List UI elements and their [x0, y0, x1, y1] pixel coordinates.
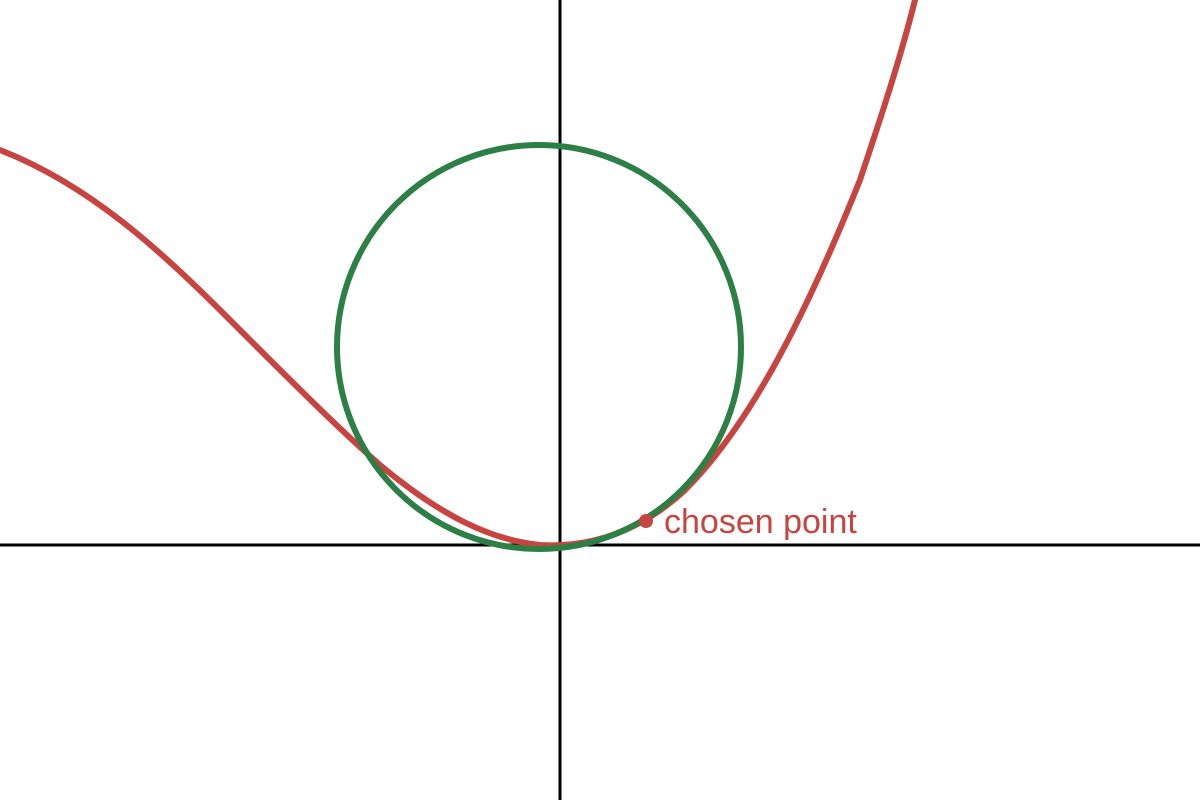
chosen-point-label: chosen point — [664, 503, 857, 541]
chosen-point-marker[interactable] — [639, 514, 653, 528]
osculating-circle — [334, 142, 744, 552]
function-curve — [0, 0, 918, 549]
